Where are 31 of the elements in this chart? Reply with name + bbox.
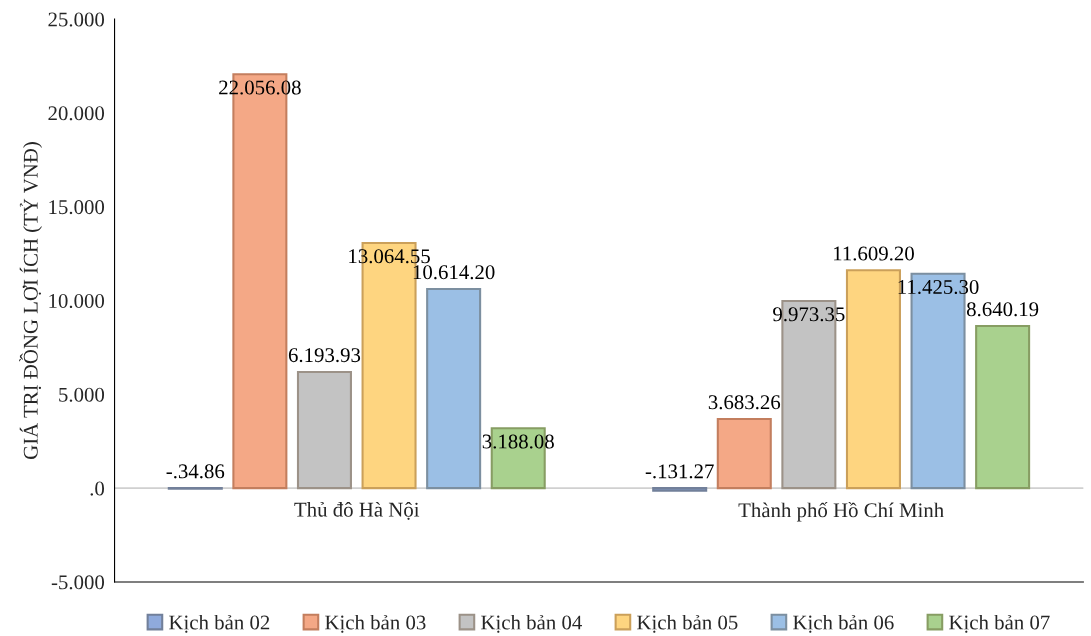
x-tick-label: Thành phố Hồ Chí Minh [738, 502, 944, 522]
legend-label: Kịch bản 06 [793, 614, 894, 633]
legend-label: Kịch bản 03 [325, 614, 426, 633]
x-tick-label: Thủ đô Hà Nội [294, 501, 420, 520]
y-tick-label: .0 [90, 481, 105, 496]
y-axis-title: GIÁ TRỊ ĐỒNG LỢI ÍCH (TỶ VNĐ) [19, 142, 42, 459]
bar [975, 324, 1031, 490]
y-tick-label: 20.000 [48, 106, 105, 121]
data-label: 22.056.08 [219, 80, 301, 95]
data-label: 6.193.93 [288, 348, 361, 363]
y-tick-label: 5.000 [59, 387, 105, 402]
bar [716, 417, 772, 490]
y-tick-label: 25.000 [48, 12, 105, 27]
bar [296, 370, 352, 490]
data-label: 3.188.08 [482, 434, 554, 449]
legend-label: Kịch bản 02 [169, 614, 270, 633]
data-label: -.34.86 [166, 464, 225, 479]
legend-label: Kịch bản 05 [637, 614, 738, 633]
data-label: 9.973.35 [773, 307, 845, 322]
y-tick-label: 10.000 [49, 293, 105, 309]
data-label: 13.064.55 [349, 249, 430, 264]
legend-label: Kịch bản 04 [481, 614, 582, 633]
legend-label: Kịch bản 07 [949, 614, 1050, 633]
bar [652, 487, 708, 492]
data-label: 3.683.26 [708, 395, 781, 410]
y-tick-label: -5.000 [51, 575, 105, 590]
data-label: 8.640.19 [966, 302, 1039, 317]
y-tick-label: 15.000 [49, 200, 105, 215]
data-label: -.131.27 [645, 464, 714, 479]
data-label: 11.609.20 [834, 246, 914, 261]
bar [426, 287, 482, 490]
